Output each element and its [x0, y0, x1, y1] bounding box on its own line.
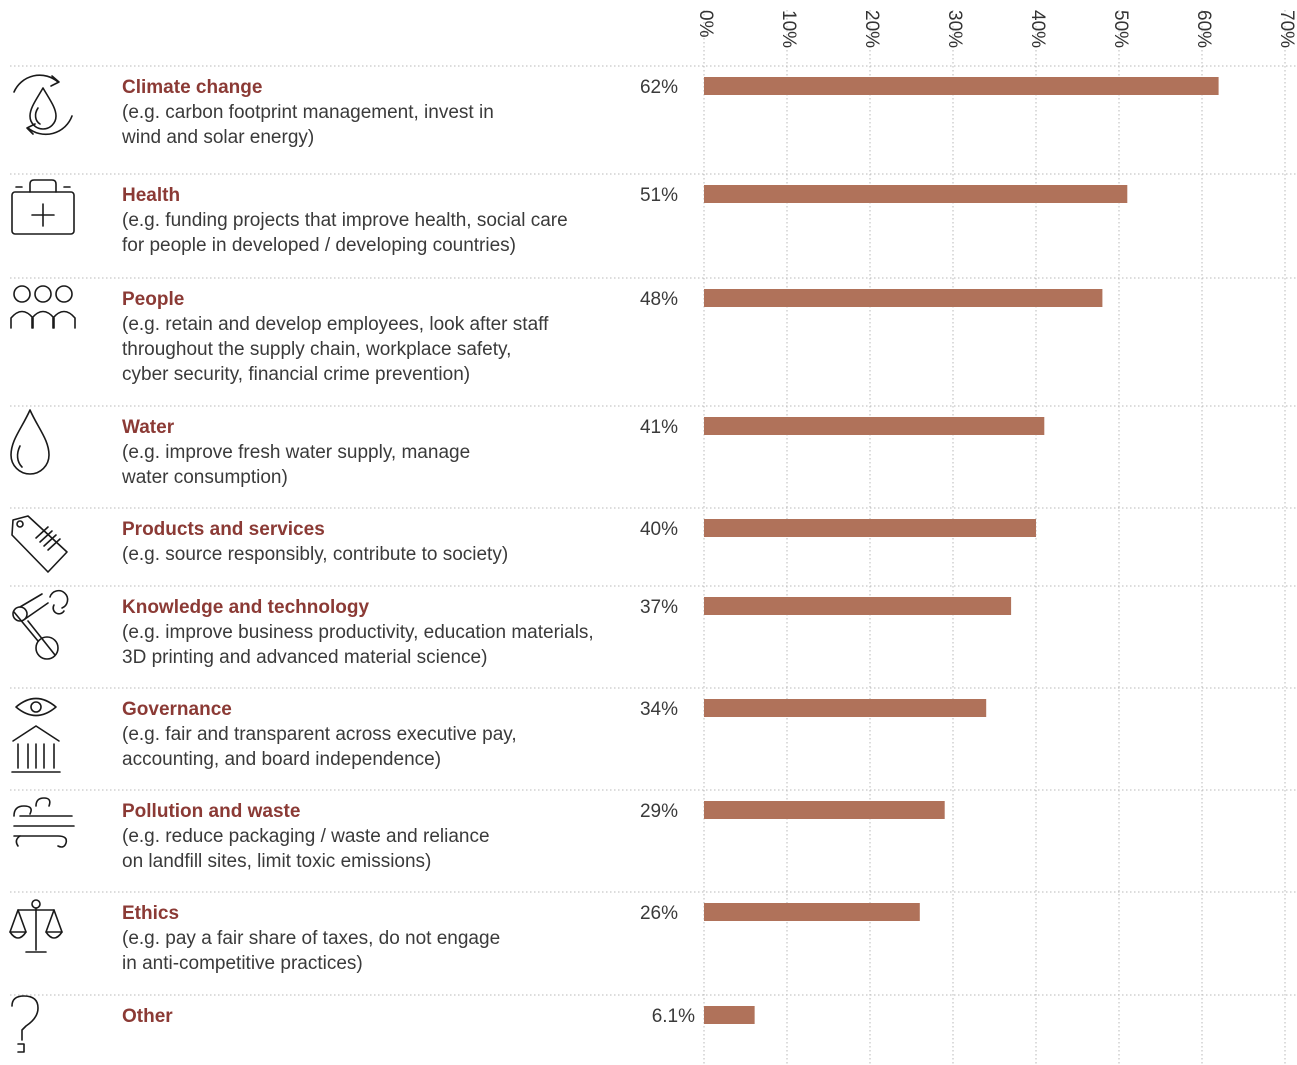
- bar-value-label: 26%: [640, 903, 678, 924]
- bar-value-label: 6.1%: [652, 1006, 695, 1027]
- bar: [704, 597, 1012, 615]
- bar: [704, 185, 1128, 203]
- category-row: Health (e.g. funding projects that improv…: [10, 173, 1297, 256]
- category-rows: Climate change (e.g. carbon footprint man…: [9, 65, 1297, 1053]
- category-row: People (e.g. retain and develop employees…: [10, 277, 1297, 385]
- wind-smog-icon: [13, 797, 75, 848]
- category-description-line: (e.g. retain and develop employees, look…: [122, 314, 549, 335]
- category-title: Ethics: [122, 903, 179, 924]
- bar-value-label: 48%: [640, 289, 678, 310]
- bar: [704, 77, 1219, 95]
- x-tick-label: 50%: [1110, 10, 1131, 48]
- category-description-line: (e.g. source responsibly, contribute to …: [122, 544, 508, 565]
- x-tick-label: 30%: [944, 10, 965, 48]
- category-row: Governance (e.g. fair and transparent acr…: [10, 687, 1297, 773]
- category-row: Ethics (e.g. pay a fair share of taxes, d…: [9, 891, 1297, 974]
- x-axis-tick-labels: 0% 10% 20% 30% 40% 50% 60% 70%: [695, 10, 1297, 48]
- bar: [704, 699, 987, 717]
- category-description-line: (e.g. carbon footprint management, inves…: [122, 102, 494, 123]
- category-row: Climate change (e.g. carbon footprint man…: [10, 65, 1297, 148]
- water-drop-icon: [10, 409, 50, 475]
- category-title: Other: [122, 1006, 173, 1027]
- x-tick-label: 70%: [1276, 10, 1297, 48]
- category-description-line: (e.g. pay a fair share of taxes, do not …: [122, 928, 500, 949]
- bar-value-label: 62%: [640, 77, 678, 98]
- x-tick-label: 0%: [695, 10, 716, 38]
- bar-value-label: 37%: [640, 597, 678, 618]
- eye-institution-icon: [11, 697, 61, 773]
- bar-value-label: 41%: [640, 417, 678, 438]
- category-description-line: (e.g. improve business productivity, edu…: [122, 622, 594, 643]
- category-title: Governance: [122, 699, 232, 720]
- category-title: People: [122, 289, 184, 310]
- category-description-line: on landfill sites, limit toxic emissions…: [122, 851, 431, 872]
- bar-value-label: 29%: [640, 801, 678, 822]
- scales-icon: [9, 899, 63, 953]
- x-tick-label: 10%: [778, 10, 799, 48]
- category-description-line: for people in developed / developing cou…: [122, 235, 516, 256]
- category-description-line: (e.g. reduce packaging / waste and relia…: [122, 826, 490, 847]
- category-description-line: cyber security, financial crime preventi…: [122, 364, 470, 385]
- bar: [704, 519, 1036, 537]
- category-description-line: (e.g. fair and transparent across execut…: [122, 724, 517, 745]
- x-tick-label: 60%: [1193, 10, 1214, 48]
- bar: [704, 417, 1045, 435]
- x-tick-label: 20%: [861, 10, 882, 48]
- robot-arm-icon: [12, 589, 69, 660]
- bar-value-label: 51%: [640, 185, 678, 206]
- bar: [704, 1006, 755, 1024]
- category-description-line: 3D printing and advanced material scienc…: [122, 647, 487, 668]
- category-title: Products and services: [122, 519, 325, 540]
- category-description-line: water consumption): [121, 467, 288, 488]
- bar: [704, 289, 1103, 307]
- x-tick-label: 40%: [1027, 10, 1048, 48]
- question-mark-icon: [11, 995, 39, 1053]
- category-row: Products and services (e.g. source respon…: [10, 507, 1297, 573]
- category-description-line: (e.g. funding projects that improve heal…: [122, 210, 568, 231]
- category-description-line: wind and solar energy): [121, 127, 314, 148]
- category-description-line: throughout the supply chain, workplace s…: [122, 339, 511, 360]
- category-title: Climate change: [122, 77, 262, 98]
- category-title: Health: [122, 185, 180, 206]
- price-tag-icon: [11, 515, 68, 573]
- bar-value-label: 34%: [640, 699, 678, 720]
- bar: [704, 801, 945, 819]
- bar-value-label: 40%: [640, 519, 678, 540]
- category-row: Other 6.1%: [10, 994, 1297, 1053]
- category-title: Knowledge and technology: [122, 597, 369, 618]
- people-group-icon: [10, 285, 76, 329]
- category-description-line: in anti-competitive practices): [122, 953, 363, 974]
- category-title: Water: [122, 417, 175, 438]
- category-title: Pollution and waste: [122, 801, 300, 822]
- bar: [704, 903, 920, 921]
- category-description-line: accounting, and board independence): [122, 749, 441, 770]
- category-description-line: (e.g. improve fresh water supply, manage: [122, 442, 470, 463]
- category-row: Water (e.g. improve fresh water supply, m…: [10, 405, 1297, 488]
- category-row: Pollution and waste (e.g. reduce packagin…: [10, 789, 1297, 872]
- category-row: Knowledge and technology (e.g. improve bu…: [10, 585, 1297, 668]
- medical-kit-icon: [11, 179, 75, 235]
- climate-cycle-icon: [13, 74, 73, 136]
